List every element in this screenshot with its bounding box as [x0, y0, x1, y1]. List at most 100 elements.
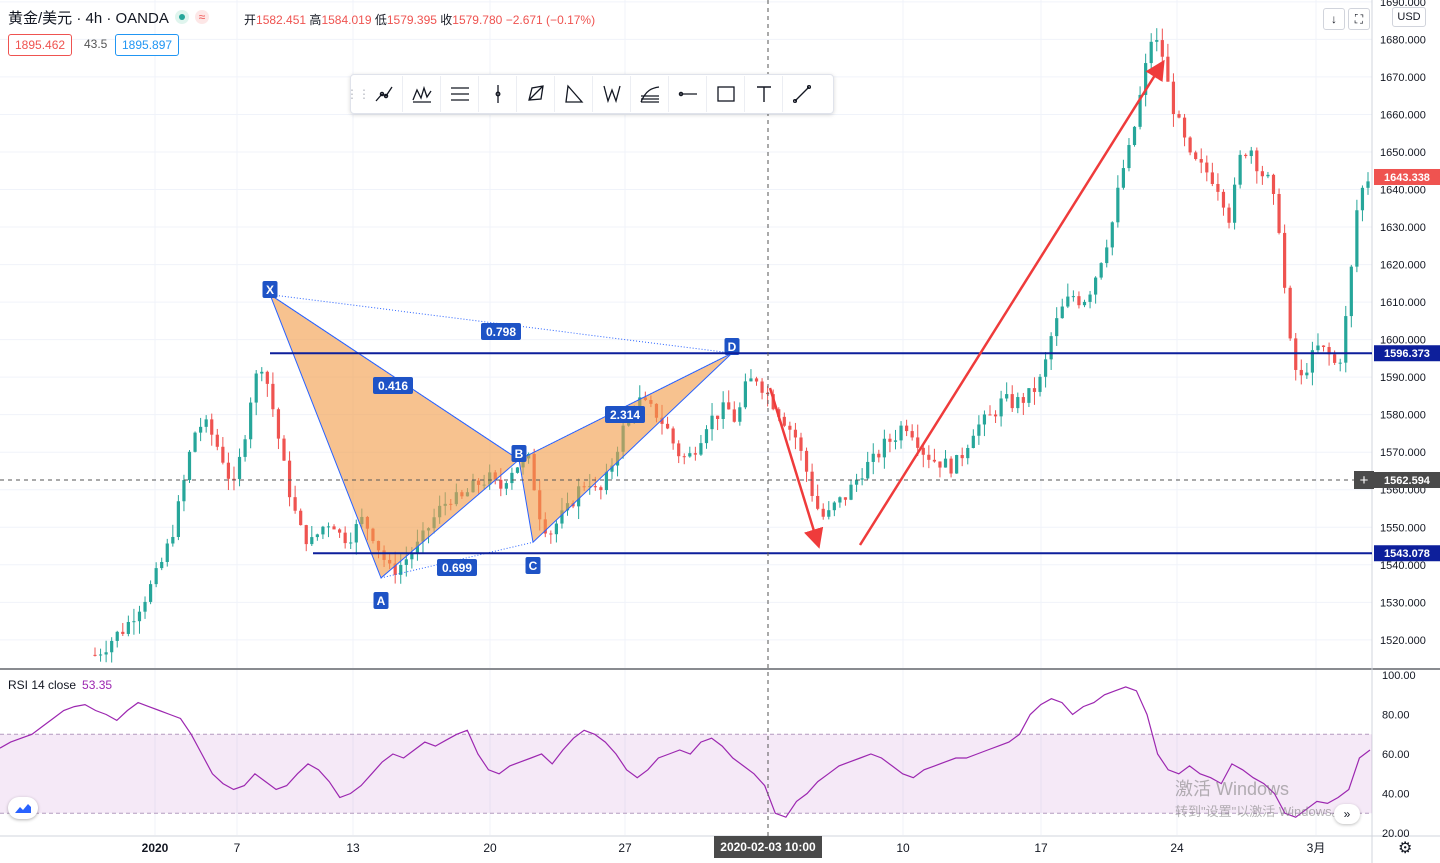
candle-body: [148, 584, 153, 602]
candle-body: [1271, 174, 1276, 194]
candle-body: [1188, 137, 1192, 153]
horizontal-ray-icon[interactable]: [669, 76, 707, 112]
candle-body: [160, 561, 164, 569]
symbol-title[interactable]: 黄金/美元 · 4h · OANDA: [8, 9, 169, 27]
candle-body: [871, 453, 875, 462]
candle-body: [1299, 369, 1303, 376]
triangle-icon[interactable]: [555, 76, 593, 112]
gear-icon[interactable]: ⚙: [1398, 840, 1413, 857]
candle-body: [1049, 336, 1053, 360]
pattern-icon[interactable]: [403, 76, 441, 112]
candle-body: [993, 414, 998, 417]
price-label-bg: [1374, 545, 1440, 562]
watermark-subtitle: 转到"设置"以激活 Windows。: [1175, 804, 1345, 819]
price-tick-label: 1570.000: [1380, 447, 1426, 459]
candle-body: [1127, 145, 1131, 169]
candle-body: [982, 414, 987, 425]
drawing-toolbar: ⋮⋮: [346, 74, 834, 114]
candle-body: [143, 601, 147, 612]
rectangle-icon[interactable]: [707, 76, 745, 112]
candle-body: [1021, 397, 1025, 403]
candle-body: [899, 425, 903, 441]
candle-body: [1277, 193, 1281, 233]
text-icon[interactable]: [745, 76, 783, 112]
fib-icon[interactable]: [631, 76, 669, 112]
candle-body: [1216, 183, 1220, 192]
candle-body: [1088, 294, 1092, 302]
candle-body: [743, 381, 747, 408]
candle-body: [137, 611, 142, 622]
price-tick-label: 1650.000: [1380, 147, 1426, 159]
candle-body: [237, 456, 242, 479]
candle-body: [210, 419, 214, 435]
candle-body: [988, 414, 992, 416]
candle-body: [604, 471, 609, 491]
candle-body: [554, 523, 558, 535]
xabcd-icon[interactable]: [593, 76, 631, 112]
candle-body: [682, 456, 686, 458]
crosshair-time-bg: [714, 836, 822, 858]
candle-body: [905, 425, 909, 432]
rsi-tick-label: 40.00: [1382, 789, 1410, 801]
candle-body: [98, 654, 103, 656]
candle-body: [226, 462, 231, 479]
candle-body: [221, 446, 225, 463]
polyline-icon[interactable]: [517, 76, 555, 112]
candle-body: [176, 501, 180, 537]
candle-body: [243, 439, 247, 457]
arrow-up-drawing: [858, 59, 1165, 546]
toolbar-drag-handle[interactable]: ⋮⋮: [346, 87, 370, 101]
price-tick-label: 1640.000: [1380, 185, 1426, 197]
candle-body: [749, 378, 753, 382]
candle-body: [1055, 318, 1059, 337]
spread-value: 43.5: [84, 37, 108, 51]
candle-body: [332, 526, 336, 530]
fullscreen-icon[interactable]: ⛶: [1348, 8, 1370, 30]
sell-price-button[interactable]: 1895.462: [8, 34, 73, 56]
price-tick-label: 1620.000: [1380, 260, 1426, 272]
candle-body: [977, 424, 981, 436]
candle-body: [832, 502, 836, 511]
buy-price-button[interactable]: 1895.897: [115, 34, 180, 56]
arrow-down-icon[interactable]: ↓: [1323, 8, 1345, 30]
candle-body: [955, 455, 959, 474]
candle-body: [1344, 316, 1348, 363]
candle-body: [1116, 187, 1120, 223]
rsi-tick-label: 60.00: [1382, 749, 1410, 761]
candle-body: [960, 455, 964, 459]
trend-line-icon[interactable]: [365, 76, 403, 112]
watermark-title: 激活 Windows: [1175, 779, 1290, 799]
candle-body: [1182, 117, 1187, 138]
parallel-channel-icon[interactable]: [441, 76, 479, 112]
rsi-tick-label: 100.00: [1382, 670, 1416, 682]
vertical-line-icon[interactable]: [479, 76, 517, 112]
candle-body: [182, 480, 186, 502]
ratio-ac: 0.699: [442, 561, 472, 575]
candle-body: [254, 373, 258, 403]
candle-body: [115, 631, 119, 641]
candle-body: [1038, 376, 1042, 392]
line-icon[interactable]: [783, 76, 820, 112]
candle-body: [1077, 296, 1081, 306]
double-chevron-right-icon[interactable]: »: [1334, 804, 1360, 824]
candle-body: [760, 381, 764, 393]
candle-body: [1043, 359, 1048, 377]
candle-body: [1060, 306, 1064, 319]
candle-body: [1005, 394, 1009, 399]
tradingview-logo-icon[interactable]: [8, 797, 38, 819]
pattern-label-c-bg: [525, 557, 541, 574]
candle-body: [93, 654, 97, 656]
candle-body: [337, 529, 342, 533]
rsi-band: [0, 734, 1372, 814]
candle-body: [1149, 41, 1153, 64]
candle-body: [677, 443, 681, 457]
candle-body: [854, 479, 859, 485]
candle-body: [1360, 187, 1365, 211]
currency-selector[interactable]: USD: [1392, 7, 1426, 27]
arrow-down-drawing: [768, 387, 824, 549]
candle-body: [1221, 191, 1226, 208]
candle-body: [671, 428, 675, 444]
candle-body: [104, 652, 108, 655]
candle-body: [793, 429, 798, 438]
